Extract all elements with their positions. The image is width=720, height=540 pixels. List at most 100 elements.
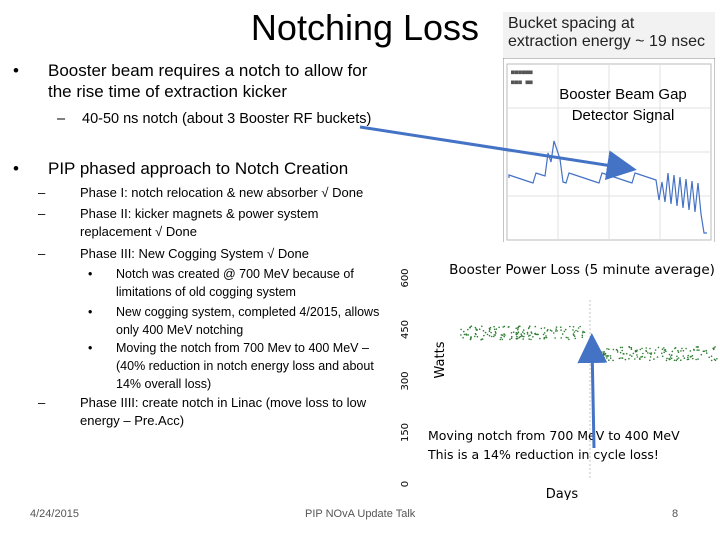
svg-text:■■■ ■■: ■■■ ■■ [511, 79, 533, 86]
scatter-point [628, 345, 630, 348]
y-tick-label: 450 [400, 320, 411, 339]
power-loss-chart: 0 150 300 450 600 Watts Booster Power Loss (… [400, 242, 720, 500]
scatter-point [692, 357, 694, 360]
scatter-point [687, 354, 689, 357]
scatter-point [516, 335, 518, 338]
bullet-marker: • [13, 61, 19, 80]
scatter-point [526, 331, 529, 334]
scatter-point [462, 336, 464, 339]
scatter-point [690, 355, 692, 358]
scatter-point [460, 334, 462, 336]
scatter-point [526, 333, 529, 335]
slide-title: Notching Loss [250, 7, 480, 48]
scatter-point [561, 333, 564, 335]
scatter-point [634, 349, 637, 352]
scatter-point [645, 347, 647, 349]
scatter-point [629, 354, 631, 356]
scatter-point [636, 349, 638, 351]
scatter-point [634, 358, 636, 360]
scatter-point [563, 330, 566, 333]
bullet-marker: • [88, 341, 93, 355]
scatter-point [621, 357, 624, 359]
scatter-point [521, 334, 523, 337]
scatter-point [653, 352, 656, 354]
scatter-point [549, 329, 552, 331]
scatter-point [534, 325, 537, 328]
svg-text:■■■■■■: ■■■■■■ [511, 69, 533, 76]
scatter-point [522, 329, 525, 331]
scatter-point [695, 346, 698, 348]
scatter-point [490, 335, 493, 338]
scatter-point [554, 330, 557, 332]
scatter-point [680, 350, 682, 352]
scatter-point [495, 332, 497, 334]
scatter-point [673, 359, 676, 362]
dash-marker: – [57, 111, 66, 127]
scatter-point [537, 333, 539, 336]
scatter-point [553, 332, 555, 334]
scatter-point [615, 348, 618, 351]
scatter-point [474, 326, 477, 329]
scatter-point [503, 335, 505, 338]
scatter-point [528, 326, 530, 329]
scatter-point [612, 348, 615, 351]
scatter-point [674, 347, 676, 350]
scatter-point [543, 327, 546, 329]
scatter-point [702, 350, 705, 353]
y-tick-label: 600 [400, 268, 411, 287]
scatter-point [501, 338, 504, 341]
scatter-point [463, 333, 466, 336]
scatter-point [650, 352, 653, 354]
footer-title: PIP NOvA Update Talk [305, 508, 416, 520]
scatter-point [649, 347, 651, 350]
scatter-point [532, 336, 534, 338]
scatter-point [516, 327, 519, 329]
scatter-point [512, 331, 515, 333]
scatter-point [501, 334, 504, 336]
scatter-point [622, 353, 624, 355]
scatter-point [649, 356, 652, 358]
scatter-point [640, 356, 642, 358]
scatter-point [567, 337, 569, 339]
scatter-point [671, 354, 673, 356]
scatter-point [716, 358, 718, 360]
scatter-point [582, 330, 584, 333]
scatter-point [523, 332, 526, 335]
scatter-point [618, 357, 621, 360]
scatter-point [555, 328, 557, 330]
scatter-point [522, 338, 524, 340]
scatter-point [516, 337, 519, 340]
scatter-point [639, 348, 642, 351]
scatter-point [680, 359, 682, 361]
phase-4: Phase IIII: create notch in Linac (move … [80, 395, 367, 428]
scatter-point [714, 346, 716, 348]
scatter-point [685, 347, 687, 350]
scatter-point [687, 356, 689, 359]
scatter-point [469, 326, 471, 329]
scatter-point [575, 329, 577, 332]
scatter-point [705, 352, 708, 354]
scatter-point [661, 352, 663, 355]
scatter-point [493, 328, 496, 331]
bullet-marker: • [88, 305, 93, 319]
scatter-point [630, 348, 633, 350]
scatter-point [528, 338, 530, 340]
scatter-point [574, 337, 576, 340]
scatter-point [621, 349, 623, 352]
gap-label-line2: Detector Signal [571, 107, 675, 124]
scatter-point [710, 359, 713, 362]
scatter-point [663, 351, 665, 354]
dash-marker: – [38, 206, 46, 221]
scatter-point [517, 331, 520, 333]
scatter-point [490, 331, 492, 334]
scatter-point [572, 326, 575, 328]
arrow-to-scope [359, 125, 637, 181]
scatter-point [509, 338, 511, 341]
scatter-point [683, 357, 686, 359]
scatter-point [481, 325, 483, 328]
scatter-point [474, 335, 476, 338]
scatter-point [608, 348, 610, 350]
scatter-point [467, 334, 469, 336]
phase-2: Phase II: kicker magnets & power system … [80, 206, 319, 239]
scatter-point [631, 355, 633, 357]
